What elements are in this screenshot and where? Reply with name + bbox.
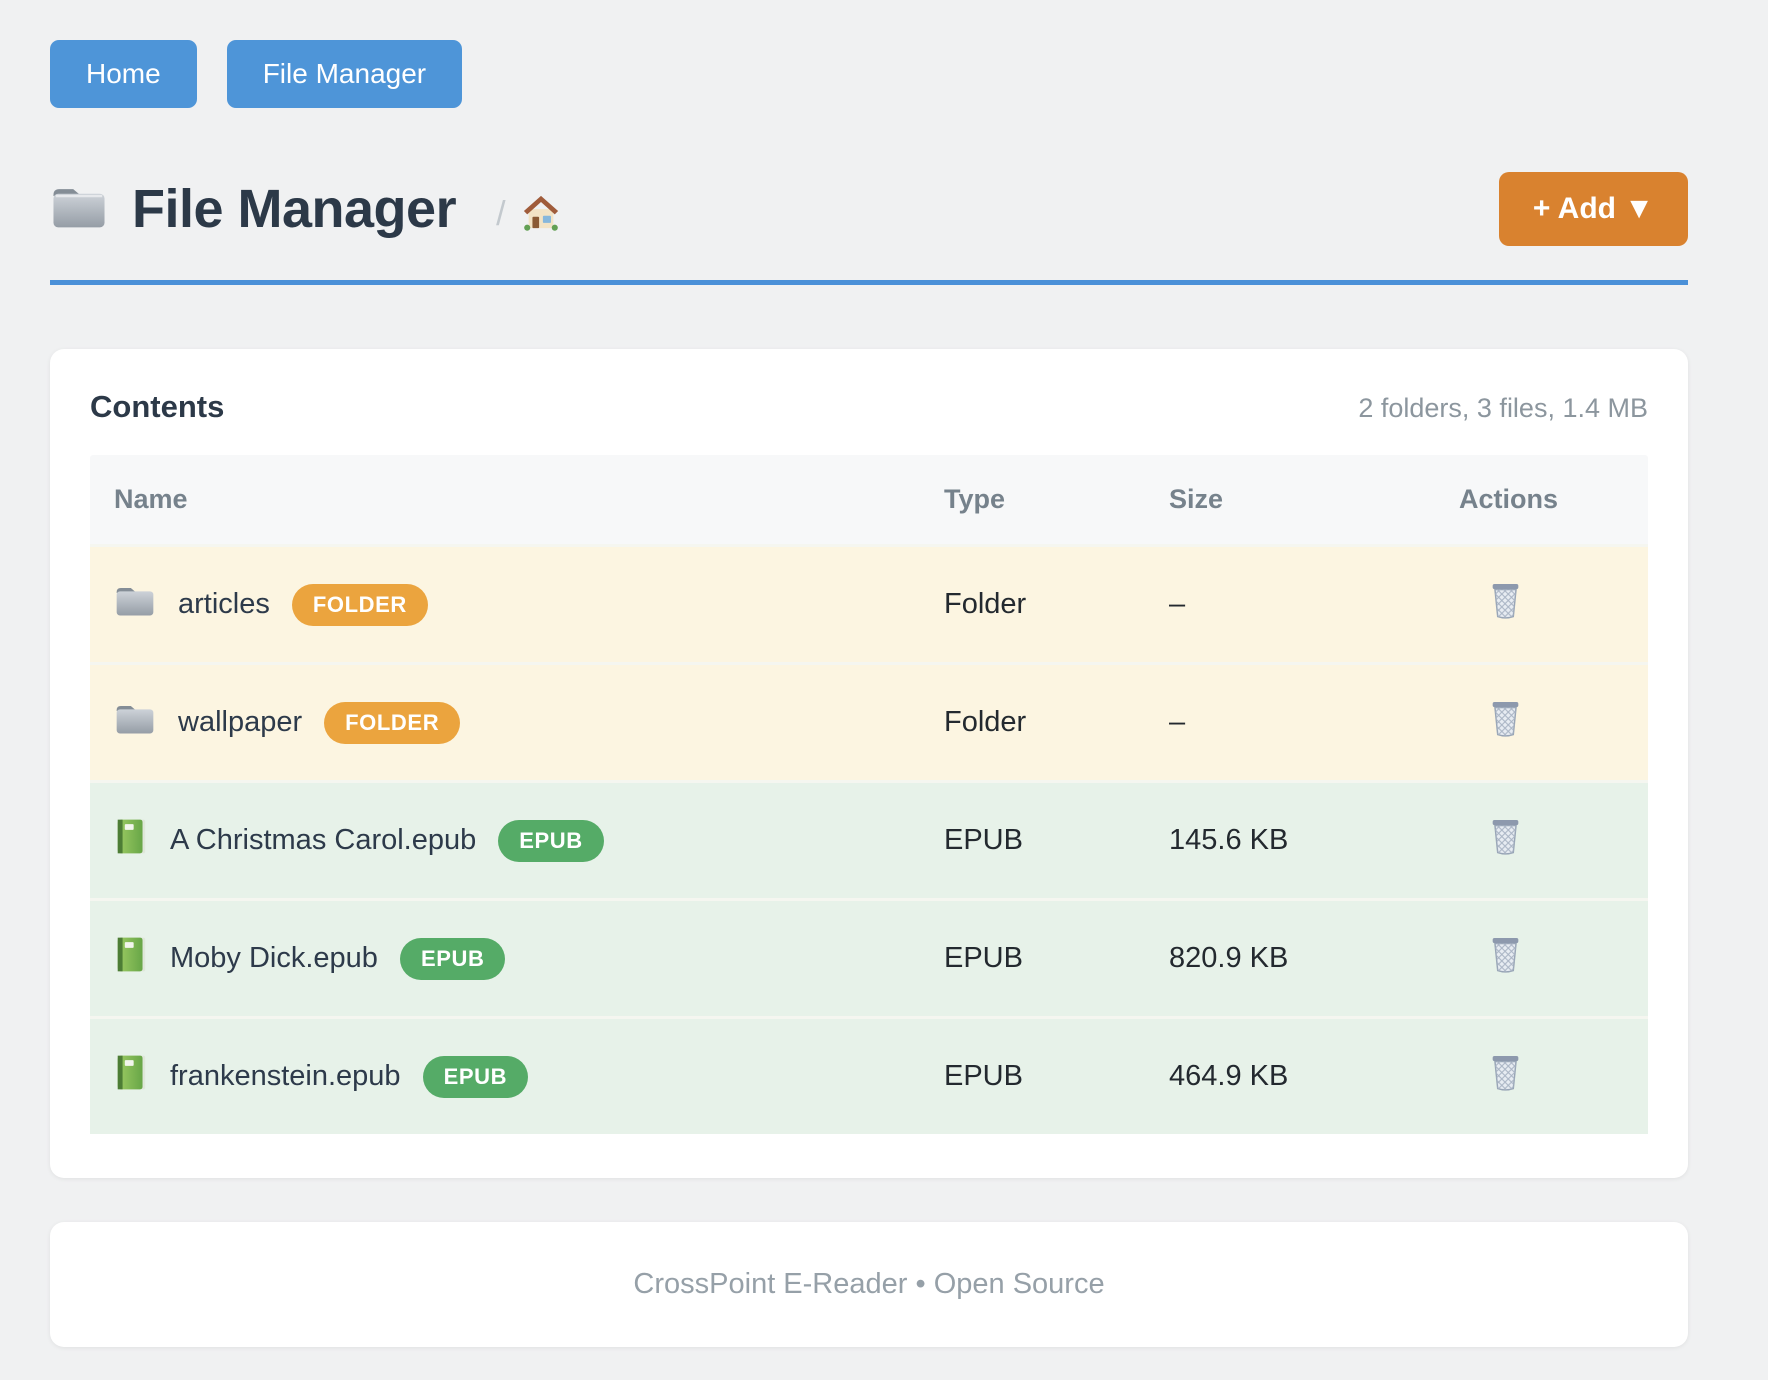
trash-icon (1489, 581, 1522, 620)
size-cell: 820.9 KB (1169, 942, 1289, 974)
add-button[interactable]: + Add ▼ (1498, 172, 1688, 246)
footer-card: CrossPoint E-Reader • Open Source (50, 1222, 1688, 1347)
name-cell: Moby Dick.epub EPUB (114, 935, 944, 982)
breadcrumb-separator: / (496, 194, 506, 233)
type-cell: EPUB (944, 1060, 1023, 1092)
folder-icon (114, 701, 156, 744)
column-header-name: Name (114, 484, 188, 514)
file-name[interactable]: A Christmas Carol.epub (170, 824, 477, 856)
book-icon (114, 817, 148, 864)
table-row[interactable]: A Christmas Carol.epub EPUB EPUB 145.6 K… (90, 780, 1648, 898)
table-row[interactable]: frankenstein.epub EPUB EPUB 464.9 KB (90, 1016, 1648, 1134)
actions-cell (1459, 935, 1624, 982)
delete-button[interactable] (1489, 935, 1522, 974)
folder-icon (50, 182, 108, 236)
nav-file-manager-button[interactable]: File Manager (226, 40, 463, 108)
title-wrap: File Manager / (50, 178, 560, 240)
actions-cell (1459, 817, 1624, 864)
type-cell: EPUB (944, 824, 1023, 856)
type-cell: Folder (944, 588, 1027, 620)
contents-summary: 2 folders, 3 files, 1.4 MB (1358, 393, 1648, 423)
folder-badge: FOLDER (324, 701, 461, 744)
file-table: Name Type Size Actions articles FOLDER (90, 455, 1648, 1134)
file-name[interactable]: Moby Dick.epub (170, 942, 378, 974)
page-title: File Manager (132, 179, 457, 239)
epub-badge: EPUB (399, 937, 506, 980)
table-row[interactable]: wallpaper FOLDER Folder – (90, 662, 1648, 780)
size-cell: – (1169, 588, 1186, 620)
footer-text: CrossPoint E-Reader • Open Source (633, 1268, 1105, 1300)
contents-card-header: Contents 2 folders, 3 files, 1.4 MB (90, 389, 1648, 425)
delete-button[interactable] (1489, 1053, 1522, 1092)
size-cell: – (1169, 706, 1186, 738)
nav-home-button[interactable]: Home (50, 40, 197, 108)
book-icon (114, 1053, 148, 1100)
trash-icon (1489, 1053, 1522, 1092)
actions-cell (1459, 699, 1624, 746)
delete-button[interactable] (1489, 581, 1522, 620)
table-header-row: Name Type Size Actions (90, 455, 1648, 544)
house-icon[interactable] (522, 193, 560, 236)
top-nav: Home File Manager (50, 40, 1688, 108)
column-header-size: Size (1169, 484, 1224, 514)
folder-badge: FOLDER (291, 583, 428, 626)
file-name[interactable]: frankenstein.epub (170, 1060, 401, 1092)
header-divider (50, 280, 1688, 285)
size-cell: 145.6 KB (1169, 824, 1289, 856)
type-cell: EPUB (944, 942, 1023, 974)
trash-icon (1489, 699, 1522, 738)
name-cell: A Christmas Carol.epub EPUB (114, 817, 944, 864)
type-cell: Folder (944, 706, 1027, 738)
delete-button[interactable] (1489, 817, 1522, 856)
table-row[interactable]: Moby Dick.epub EPUB EPUB 820.9 KB (90, 898, 1648, 1016)
name-cell: frankenstein.epub EPUB (114, 1053, 944, 1100)
table-row[interactable]: articles FOLDER Folder – (90, 544, 1648, 662)
breadcrumb: / (496, 193, 559, 236)
contents-heading: Contents (90, 389, 225, 424)
name-cell: articles FOLDER (114, 583, 944, 626)
actions-cell (1459, 581, 1624, 628)
column-header-actions: Actions (1459, 484, 1559, 514)
page-header: File Manager / + Add ▼ (50, 172, 1688, 246)
actions-cell (1459, 1053, 1624, 1100)
epub-badge: EPUB (422, 1055, 529, 1098)
folder-icon (114, 583, 156, 626)
folder-name[interactable]: articles (178, 588, 270, 620)
column-header-type: Type (944, 484, 1006, 514)
epub-badge: EPUB (498, 819, 604, 862)
trash-icon (1489, 935, 1522, 974)
book-icon (114, 935, 148, 982)
contents-card: Contents 2 folders, 3 files, 1.4 MB Name… (50, 349, 1688, 1178)
folder-name[interactable]: wallpaper (178, 706, 303, 738)
name-cell: wallpaper FOLDER (114, 701, 944, 744)
size-cell: 464.9 KB (1169, 1060, 1289, 1092)
trash-icon (1489, 817, 1522, 856)
delete-button[interactable] (1489, 699, 1522, 738)
